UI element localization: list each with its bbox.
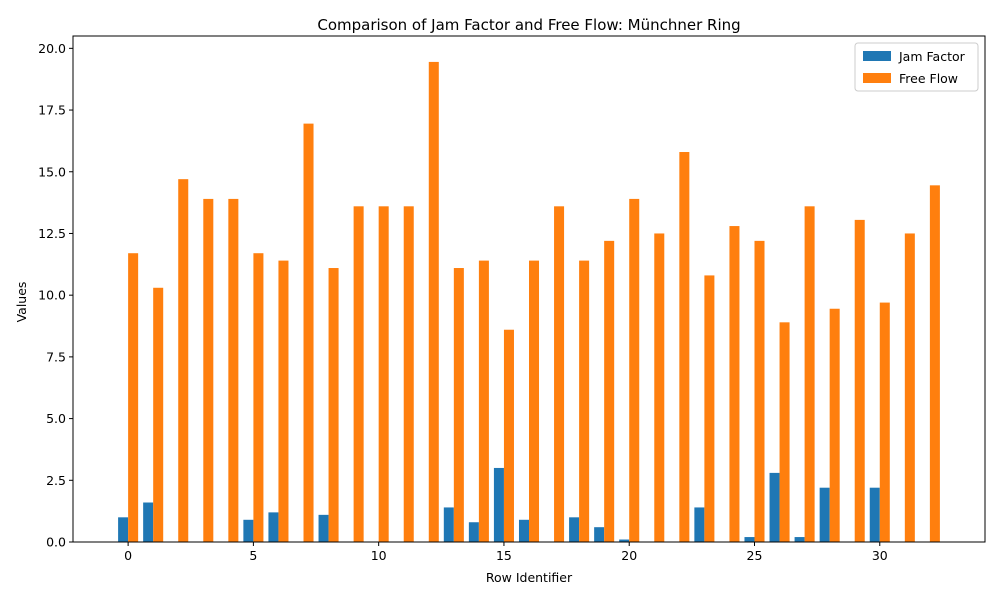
legend-swatch-jam-factor xyxy=(863,51,891,61)
bar-free-flow-28 xyxy=(829,308,840,542)
bar-free-flow-1 xyxy=(153,287,164,542)
legend-label-jam-factor: Jam Factor xyxy=(898,49,966,64)
legend: Jam Factor Free Flow xyxy=(854,42,979,92)
legend-swatch-free-flow xyxy=(863,73,891,83)
bar-free-flow-4 xyxy=(228,198,239,542)
y-tick-label: 5.0 xyxy=(46,411,66,426)
bar-jam-factor-18 xyxy=(569,517,580,542)
bar-free-flow-29 xyxy=(854,219,865,542)
bar-free-flow-7 xyxy=(303,123,314,543)
bar-free-flow-20 xyxy=(629,198,640,542)
bar-free-flow-8 xyxy=(328,268,339,542)
bar-free-flow-17 xyxy=(554,206,565,542)
bar-free-flow-11 xyxy=(403,206,414,542)
bar-free-flow-18 xyxy=(579,260,590,542)
bar-free-flow-2 xyxy=(178,179,189,542)
bar-free-flow-31 xyxy=(904,233,915,542)
bar-free-flow-19 xyxy=(604,240,615,542)
bar-free-flow-16 xyxy=(529,260,540,542)
y-tick-label: 20.0 xyxy=(38,41,66,56)
x-tick-label: 10 xyxy=(371,548,387,563)
y-tick-label: 12.5 xyxy=(38,226,66,241)
bar-free-flow-5 xyxy=(253,253,264,542)
bar-free-flow-6 xyxy=(278,260,289,542)
x-tick-label: 20 xyxy=(621,548,637,563)
bar-jam-factor-8 xyxy=(318,514,329,542)
bar-free-flow-13 xyxy=(453,268,464,542)
bars-layer xyxy=(118,61,940,543)
bar-jam-factor-13 xyxy=(443,507,454,542)
bar-jam-factor-26 xyxy=(769,472,780,542)
x-axis-label: Row Identifier xyxy=(486,570,573,585)
bar-free-flow-3 xyxy=(203,198,214,542)
bar-free-flow-21 xyxy=(654,233,665,542)
bar-jam-factor-0 xyxy=(118,517,129,542)
legend-label-free-flow: Free Flow xyxy=(899,71,958,86)
x-tick-label: 5 xyxy=(249,548,257,563)
bar-free-flow-23 xyxy=(704,275,715,542)
bar-jam-factor-6 xyxy=(268,512,279,542)
bar-jam-factor-27 xyxy=(794,537,805,542)
bar-jam-factor-1 xyxy=(143,502,154,542)
bar-free-flow-30 xyxy=(879,302,890,542)
bar-jam-factor-23 xyxy=(694,507,705,542)
bar-free-flow-14 xyxy=(478,260,489,542)
bar-jam-factor-16 xyxy=(518,519,529,542)
x-tick-label: 0 xyxy=(124,548,132,563)
y-tick-label: 17.5 xyxy=(38,103,66,118)
plot-frame xyxy=(72,35,986,543)
bar-free-flow-32 xyxy=(929,185,940,542)
bar-free-flow-22 xyxy=(679,152,690,542)
bar-jam-factor-14 xyxy=(468,522,479,542)
bar-jam-factor-25 xyxy=(744,537,755,542)
bar-free-flow-10 xyxy=(378,206,389,542)
bar-jam-factor-19 xyxy=(594,527,605,542)
y-tick-label: 10.0 xyxy=(38,288,66,303)
bar-free-flow-25 xyxy=(754,240,765,542)
bar-free-flow-15 xyxy=(503,329,514,542)
bar-jam-factor-5 xyxy=(243,519,254,542)
chart-title: Comparison of Jam Factor and Free Flow: … xyxy=(317,16,740,34)
x-tick-label: 25 xyxy=(747,548,763,563)
bar-jam-factor-20 xyxy=(619,539,630,542)
bar-jam-factor-30 xyxy=(869,487,880,542)
bar-jam-factor-15 xyxy=(493,467,504,542)
x-tick-label: 30 xyxy=(872,548,888,563)
x-tick-label: 15 xyxy=(496,548,512,563)
bar-free-flow-24 xyxy=(729,226,740,542)
bar-jam-factor-28 xyxy=(819,487,830,542)
y-tick-label: 0.0 xyxy=(46,535,66,550)
y-axis-label: Values xyxy=(14,282,29,323)
y-tick-label: 2.5 xyxy=(46,473,66,488)
bar-free-flow-9 xyxy=(353,206,364,542)
bar-free-flow-26 xyxy=(779,322,790,542)
bar-free-flow-12 xyxy=(428,61,439,543)
axes-layer: 0 5 10 15 20 25 30 0.0 2.5 5.0 7.5 10.0 12.5 15.0 17.5… xyxy=(38,35,986,563)
y-tick-label: 7.5 xyxy=(46,349,66,364)
y-tick-label: 15.0 xyxy=(38,164,66,179)
bar-free-flow-27 xyxy=(804,206,815,542)
bar-free-flow-0 xyxy=(128,253,139,542)
